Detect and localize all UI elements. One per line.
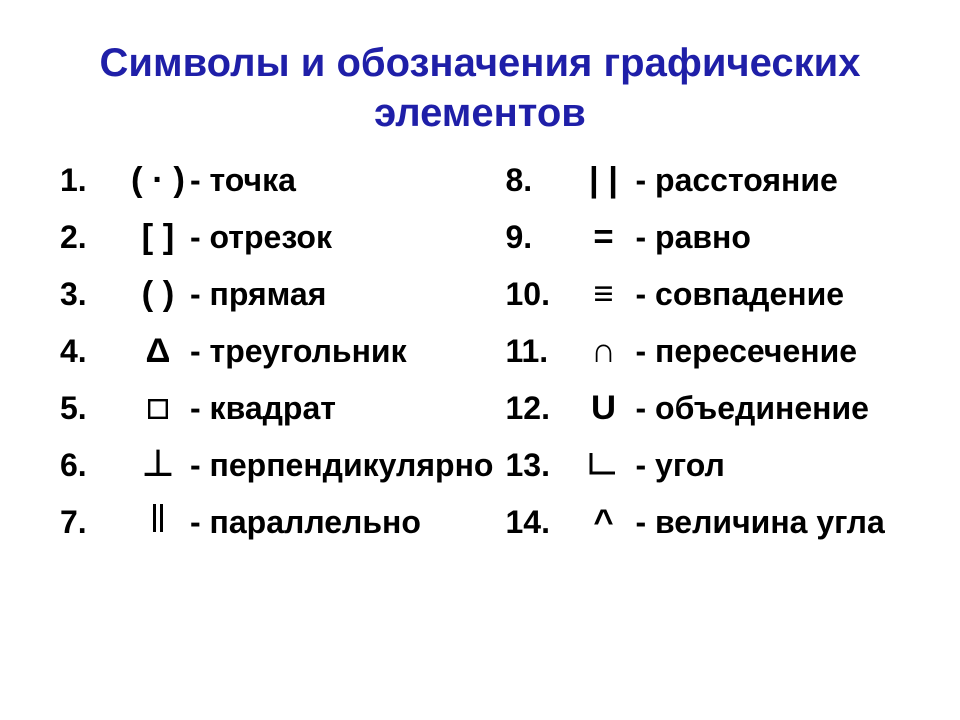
item-label: - расстояние (631, 162, 837, 199)
item-number: 3. (60, 276, 130, 313)
square-outline-icon (148, 389, 168, 428)
item-symbol: [ ] (130, 218, 186, 257)
parallel-icon (150, 503, 166, 542)
list-item: 8.| |- расстояние (505, 152, 920, 209)
item-label: - точка (186, 162, 296, 199)
item-number: 13. (505, 447, 575, 484)
list-item: 14.^- величина угла (505, 494, 920, 551)
list-item: 12.U- объединение (505, 380, 920, 437)
item-label: - величина угла (631, 504, 884, 541)
item-symbol: | | (575, 161, 631, 200)
item-symbol (130, 446, 186, 485)
list-column-right: 8.| |- расстояние9.=- равно10.≡- совпаде… (499, 152, 920, 600)
list-item: 3.( )- прямая (60, 266, 493, 323)
item-symbol: ( · ) (130, 161, 186, 200)
item-label: - равно (631, 219, 750, 256)
item-label: - отрезок (186, 219, 332, 256)
item-label: - угол (631, 447, 724, 484)
item-label: - прямая (186, 276, 326, 313)
item-symbol: Δ (130, 332, 186, 371)
item-number: 4. (60, 333, 130, 370)
title-line1: Символы и обозначения графических (100, 41, 861, 85)
item-label: - квадрат (186, 390, 336, 427)
item-symbol: U (575, 389, 631, 428)
item-label: - пересечение (631, 333, 857, 370)
list-item: 13. - угол (505, 437, 920, 494)
slide: Символы и обозначения графических элемен… (0, 0, 960, 720)
list-item: 9.=- равно (505, 209, 920, 266)
item-symbol (130, 503, 186, 542)
item-number: 14. (505, 504, 575, 541)
list-item: 7. - параллельно (60, 494, 493, 551)
item-number: 1. (60, 162, 130, 199)
item-symbol: ≡ (575, 275, 631, 314)
title-line2: элементов (374, 91, 586, 135)
item-symbol: ( ) (130, 275, 186, 314)
list-item: 5. - квадрат (60, 380, 493, 437)
list-item: 1.( · )- точка (60, 152, 493, 209)
list-item: 2.[ ]- отрезок (60, 209, 493, 266)
item-number: 9. (505, 219, 575, 256)
item-symbol: ^ (575, 503, 631, 542)
angle-open-icon (588, 446, 618, 485)
item-number: 5. (60, 390, 130, 427)
item-number: 8. (505, 162, 575, 199)
page-title: Символы и обозначения графических элемен… (0, 38, 960, 138)
item-number: 6. (60, 447, 130, 484)
list-item: 11.∩- пересечение (505, 323, 920, 380)
perpendicular-icon (143, 446, 173, 485)
item-label: - параллельно (186, 504, 421, 541)
item-symbol: ∩ (575, 332, 631, 371)
list-item: 6. - перпендикулярно (60, 437, 493, 494)
list-columns: 1.( · )- точка2.[ ]- отрезок3.( )- пряма… (60, 152, 920, 600)
item-number: 2. (60, 219, 130, 256)
item-number: 11. (505, 333, 575, 370)
item-label: - объединение (631, 390, 868, 427)
item-label: - перпендикулярно (186, 447, 493, 484)
list-item: 4.Δ- треугольник (60, 323, 493, 380)
item-label: - треугольник (186, 333, 407, 370)
item-number: 12. (505, 390, 575, 427)
list-item: 10.≡- совпадение (505, 266, 920, 323)
item-symbol: = (575, 218, 631, 257)
item-number: 7. (60, 504, 130, 541)
item-symbol (130, 389, 186, 428)
item-symbol (575, 446, 631, 485)
list-column-left: 1.( · )- точка2.[ ]- отрезок3.( )- пряма… (60, 152, 499, 600)
item-label: - совпадение (631, 276, 844, 313)
item-number: 10. (505, 276, 575, 313)
